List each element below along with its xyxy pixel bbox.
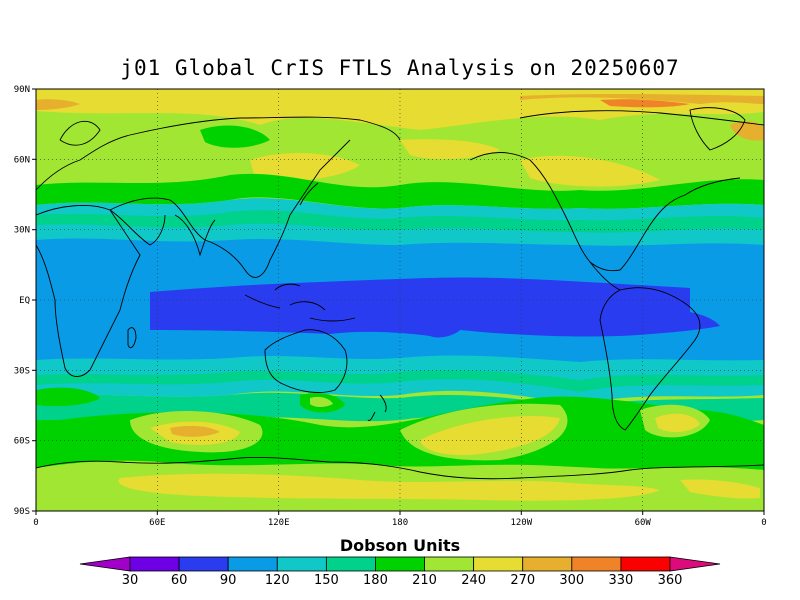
colorbar-tick-label: 300 xyxy=(559,573,584,588)
colorbar-high-arrow xyxy=(669,556,721,572)
lon-label-120w: 120W xyxy=(510,518,532,528)
lon-label-60e: 60E xyxy=(149,518,165,528)
colorbar-swatch xyxy=(571,556,622,572)
colorbar-swatch xyxy=(276,556,327,572)
lon-labels: 0 60E 120E 180 120W 60W 0 xyxy=(33,518,766,528)
lon-label-120e: 120E xyxy=(268,518,290,528)
colorbar-swatch xyxy=(325,556,376,572)
colorbar-tick-label: 150 xyxy=(314,573,339,588)
lat-label-30s: 30S xyxy=(14,366,30,376)
coastlines xyxy=(36,107,764,480)
colorbar-title: Dobson Units xyxy=(339,536,461,555)
colorbar: 30 60 90 120 150 180 210 240 270 300 330 360 xyxy=(79,556,721,588)
colorbar-swatch xyxy=(375,556,425,572)
lon-label-60w: 60W xyxy=(635,518,652,528)
lon-ticks xyxy=(35,511,765,515)
lon-label-0-right: 0 xyxy=(761,518,766,528)
colorbar-tick-label: 270 xyxy=(510,573,535,588)
colorbar-tick-label: 240 xyxy=(461,573,486,588)
gridlines xyxy=(36,89,764,511)
lat-label-60s: 60S xyxy=(14,437,30,447)
lat-label-eq: EQ xyxy=(19,296,30,306)
colorbar-swatch xyxy=(129,556,180,572)
lat-label-60n: 60N xyxy=(14,155,30,165)
lat-label-30n: 30N xyxy=(14,226,30,236)
colorbar-swatch xyxy=(620,556,671,572)
colorbar-tick-label: 330 xyxy=(608,573,633,588)
colorbar-swatch xyxy=(522,556,573,572)
colorbar-swatch xyxy=(424,556,475,572)
lat-label-90s: 90S xyxy=(14,507,30,517)
lat-ticks xyxy=(32,88,36,512)
colorbar-low-arrow xyxy=(79,556,131,572)
colorbar-tick-label: 210 xyxy=(412,573,437,588)
lon-label-0-left: 0 xyxy=(33,518,38,528)
colorbar-swatch xyxy=(178,556,229,572)
lat-label-90n: 90N xyxy=(14,85,30,95)
colorbar-tick-label: 30 xyxy=(122,573,139,588)
lat-labels: 90N 60N 30N EQ 30S 60S 90S xyxy=(14,85,30,517)
colorbar-swatch xyxy=(473,556,524,572)
colorbar-tick-label: 90 xyxy=(220,573,237,588)
colorbar-swatch xyxy=(227,556,278,572)
page-title: j01 Global CrIS FTLS Analysis on 2025060… xyxy=(120,56,680,80)
colorbar-tick-label: 180 xyxy=(363,573,388,588)
colorbar-tick-label: 60 xyxy=(171,573,188,588)
colorbar-tick-label: 360 xyxy=(658,573,683,588)
colorbar-tick-label: 120 xyxy=(265,573,290,588)
lon-label-180: 180 xyxy=(392,518,408,528)
